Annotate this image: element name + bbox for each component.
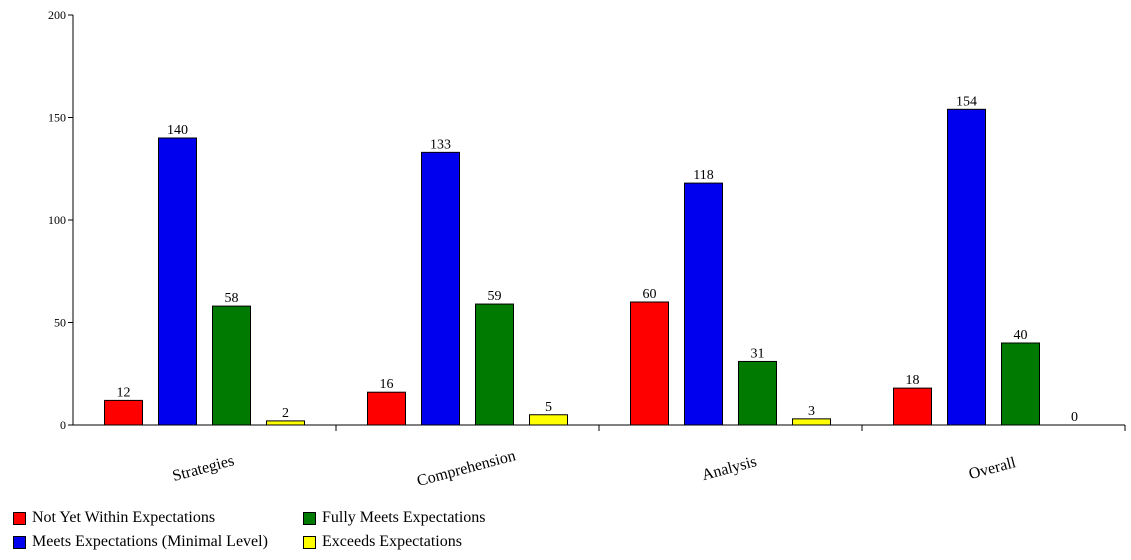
legend-item-fully-meets: Fully Meets Expectations — [303, 509, 543, 527]
data-label: 12 — [117, 385, 131, 400]
data-label: 31 — [751, 346, 765, 361]
legend-label-meets-minimal: Meets Expectations (Minimal Level) — [32, 533, 268, 550]
bar — [947, 108, 986, 426]
bar — [212, 305, 251, 426]
data-label: 16 — [380, 377, 394, 392]
legend-item-meets-minimal: Meets Expectations (Minimal Level) — [13, 533, 303, 551]
x-category-label: Overall — [967, 454, 1018, 483]
legend-label-not-yet: Not Yet Within Expectations — [32, 509, 216, 526]
y-tick-label: 0 — [60, 418, 66, 432]
legend-label-fully-meets: Fully Meets Expectations — [322, 509, 486, 526]
data-label: 3 — [808, 404, 815, 419]
legend-swatch-not-yet — [13, 511, 26, 525]
y-tick-label: 150 — [48, 111, 66, 125]
bar — [158, 137, 197, 426]
bar — [266, 420, 305, 426]
bar-chart: 0 50 100 150 200 12 140 58 2 Strategies 16 133 59 5 Co… — [48, 8, 1126, 490]
legend-swatch-meets-minimal — [13, 535, 26, 549]
bar — [1001, 342, 1040, 426]
bar — [367, 391, 406, 426]
data-label: 58 — [225, 291, 239, 306]
data-label: 40 — [1014, 328, 1028, 343]
data-label: 0 — [1071, 410, 1078, 425]
x-category-label: Strategies — [171, 452, 236, 485]
y-tick-label: 200 — [48, 8, 66, 22]
chart-legend: Not Yet Within Expectations Fully Meets … — [13, 509, 543, 551]
bar — [738, 360, 777, 426]
x-category-label: Comprehension — [415, 447, 517, 490]
x-category-label: Analysis — [700, 453, 758, 484]
legend-swatch-fully-meets — [303, 511, 316, 525]
y-tick-label: 100 — [48, 213, 66, 227]
legend-label-exceeds: Exceeds Expectations — [322, 533, 462, 550]
bar — [893, 387, 932, 426]
bar — [684, 182, 723, 426]
legend-swatch-exceeds — [303, 535, 316, 549]
data-label: 118 — [693, 168, 713, 183]
data-label: 2 — [282, 406, 289, 421]
y-tick-label: 50 — [54, 316, 66, 330]
legend-item-not-yet: Not Yet Within Expectations — [13, 509, 303, 527]
bar — [529, 414, 568, 426]
data-label: 154 — [956, 94, 977, 109]
bar — [630, 301, 669, 426]
bar — [421, 151, 460, 426]
data-label: 133 — [430, 137, 451, 152]
bar — [475, 303, 514, 426]
bar — [792, 418, 831, 426]
legend-item-exceeds: Exceeds Expectations — [303, 533, 543, 551]
data-label: 5 — [545, 400, 552, 415]
data-label: 59 — [488, 289, 502, 304]
bar — [104, 399, 143, 426]
data-label: 60 — [643, 287, 657, 302]
data-label: 18 — [906, 373, 920, 388]
data-label: 140 — [167, 123, 188, 138]
